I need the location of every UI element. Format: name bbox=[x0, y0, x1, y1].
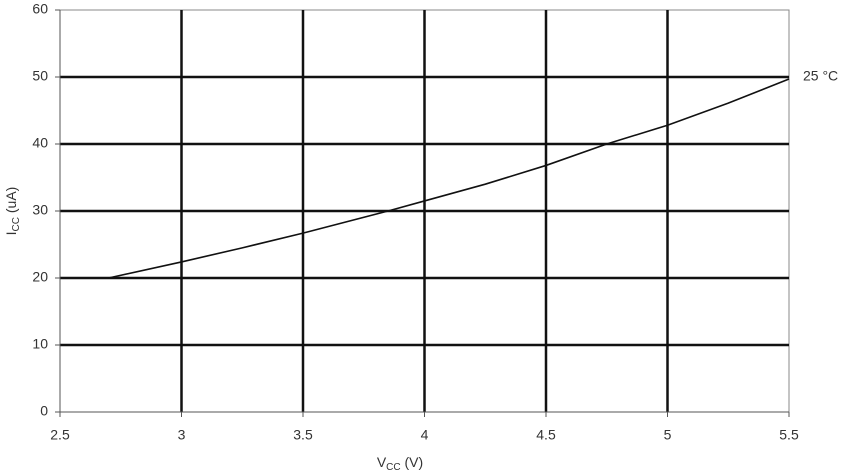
series-label: 25 °C bbox=[803, 68, 838, 84]
x-tick-label: 2.5 bbox=[50, 427, 70, 443]
y-tick-label: 40 bbox=[32, 135, 48, 151]
x-tick-label: 3.5 bbox=[293, 427, 313, 443]
x-axis-label: VCC (V) bbox=[377, 454, 423, 473]
x-tick-label: 5 bbox=[664, 427, 672, 443]
x-tick-label: 5.5 bbox=[779, 427, 799, 443]
y-tick-label: 30 bbox=[32, 202, 48, 218]
x-tick-label: 4.5 bbox=[536, 427, 556, 443]
x-tick-label: 4 bbox=[421, 427, 429, 443]
x-tick-label: 3 bbox=[178, 427, 186, 443]
y-tick-label: 50 bbox=[32, 68, 48, 84]
y-tick-label: 0 bbox=[40, 403, 48, 419]
y-axis-label: ICC (uA) bbox=[3, 187, 22, 236]
y-tick-label: 20 bbox=[32, 269, 48, 285]
line bbox=[108, 78, 790, 279]
y-tick-label: 60 bbox=[32, 1, 48, 17]
y-tick-label: 10 bbox=[32, 336, 48, 352]
